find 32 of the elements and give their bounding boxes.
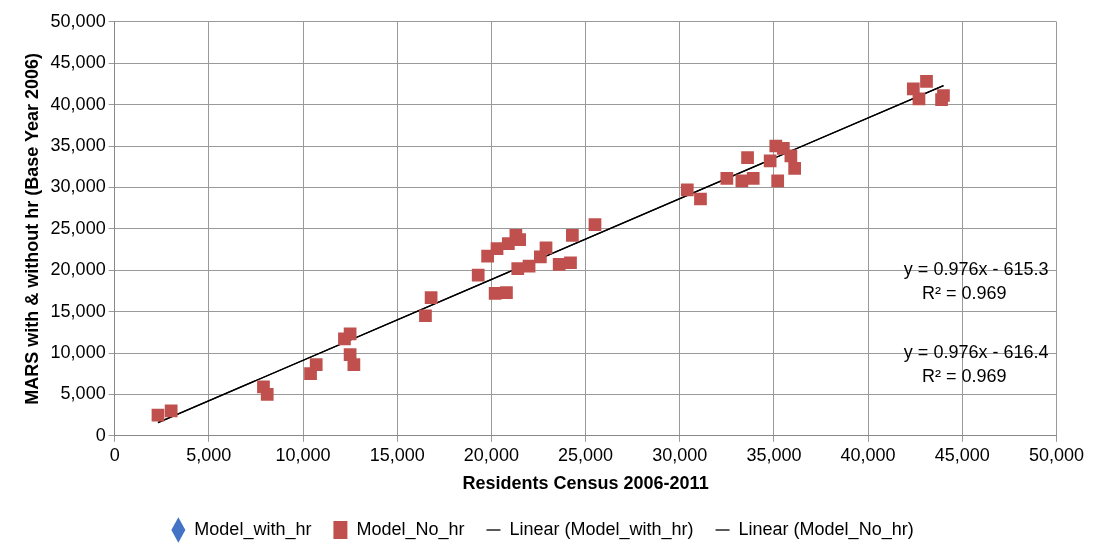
legend-label: Linear (Model_No_hr) <box>738 518 914 540</box>
y-tick-label: 10,000 <box>50 341 106 362</box>
x-tick-label: 50,000 <box>1028 444 1084 465</box>
x-tick-label: 10,000 <box>275 444 331 465</box>
annotation: y = 0.976x - 615.3 <box>903 259 1049 280</box>
x-tick-label: 45,000 <box>934 444 990 465</box>
y-axis-title: MARS with & without hr (Base Year 2006) <box>21 52 42 405</box>
annotation: y = 0.976x - 616.4 <box>903 341 1049 362</box>
x-tick-label: 35,000 <box>746 444 802 465</box>
legend-label: Linear (Model_with_hr) <box>509 518 694 540</box>
y-tick-label: 30,000 <box>50 176 106 197</box>
y-tick-label: 15,000 <box>50 300 106 321</box>
annotation: R² = 0.969 <box>921 283 1007 304</box>
x-tick-label: 0 <box>109 444 120 465</box>
x-tick-label: 40,000 <box>840 444 896 465</box>
annotation: R² = 0.969 <box>921 365 1007 386</box>
x-tick-label: 20,000 <box>463 444 519 465</box>
x-tick-label: 5,000 <box>186 444 232 465</box>
x-axis-title: Residents Census 2006-2011 <box>462 473 709 494</box>
x-tick-label: 15,000 <box>369 444 425 465</box>
y-tick-label: 40,000 <box>50 93 106 114</box>
x-tick-label: 30,000 <box>652 444 708 465</box>
legend-label: Model_No_hr <box>356 518 465 540</box>
y-tick-label: 45,000 <box>50 52 106 73</box>
y-tick-label: 0 <box>95 424 106 445</box>
y-tick-label: 5,000 <box>60 383 106 404</box>
y-tick-label: 25,000 <box>50 217 106 238</box>
y-tick-label: 35,000 <box>50 134 106 155</box>
legend-label: Model_with_hr <box>194 518 312 540</box>
y-tick-label: 20,000 <box>50 259 106 280</box>
y-tick-label: 50,000 <box>50 10 106 31</box>
x-tick-label: 25,000 <box>558 444 614 465</box>
